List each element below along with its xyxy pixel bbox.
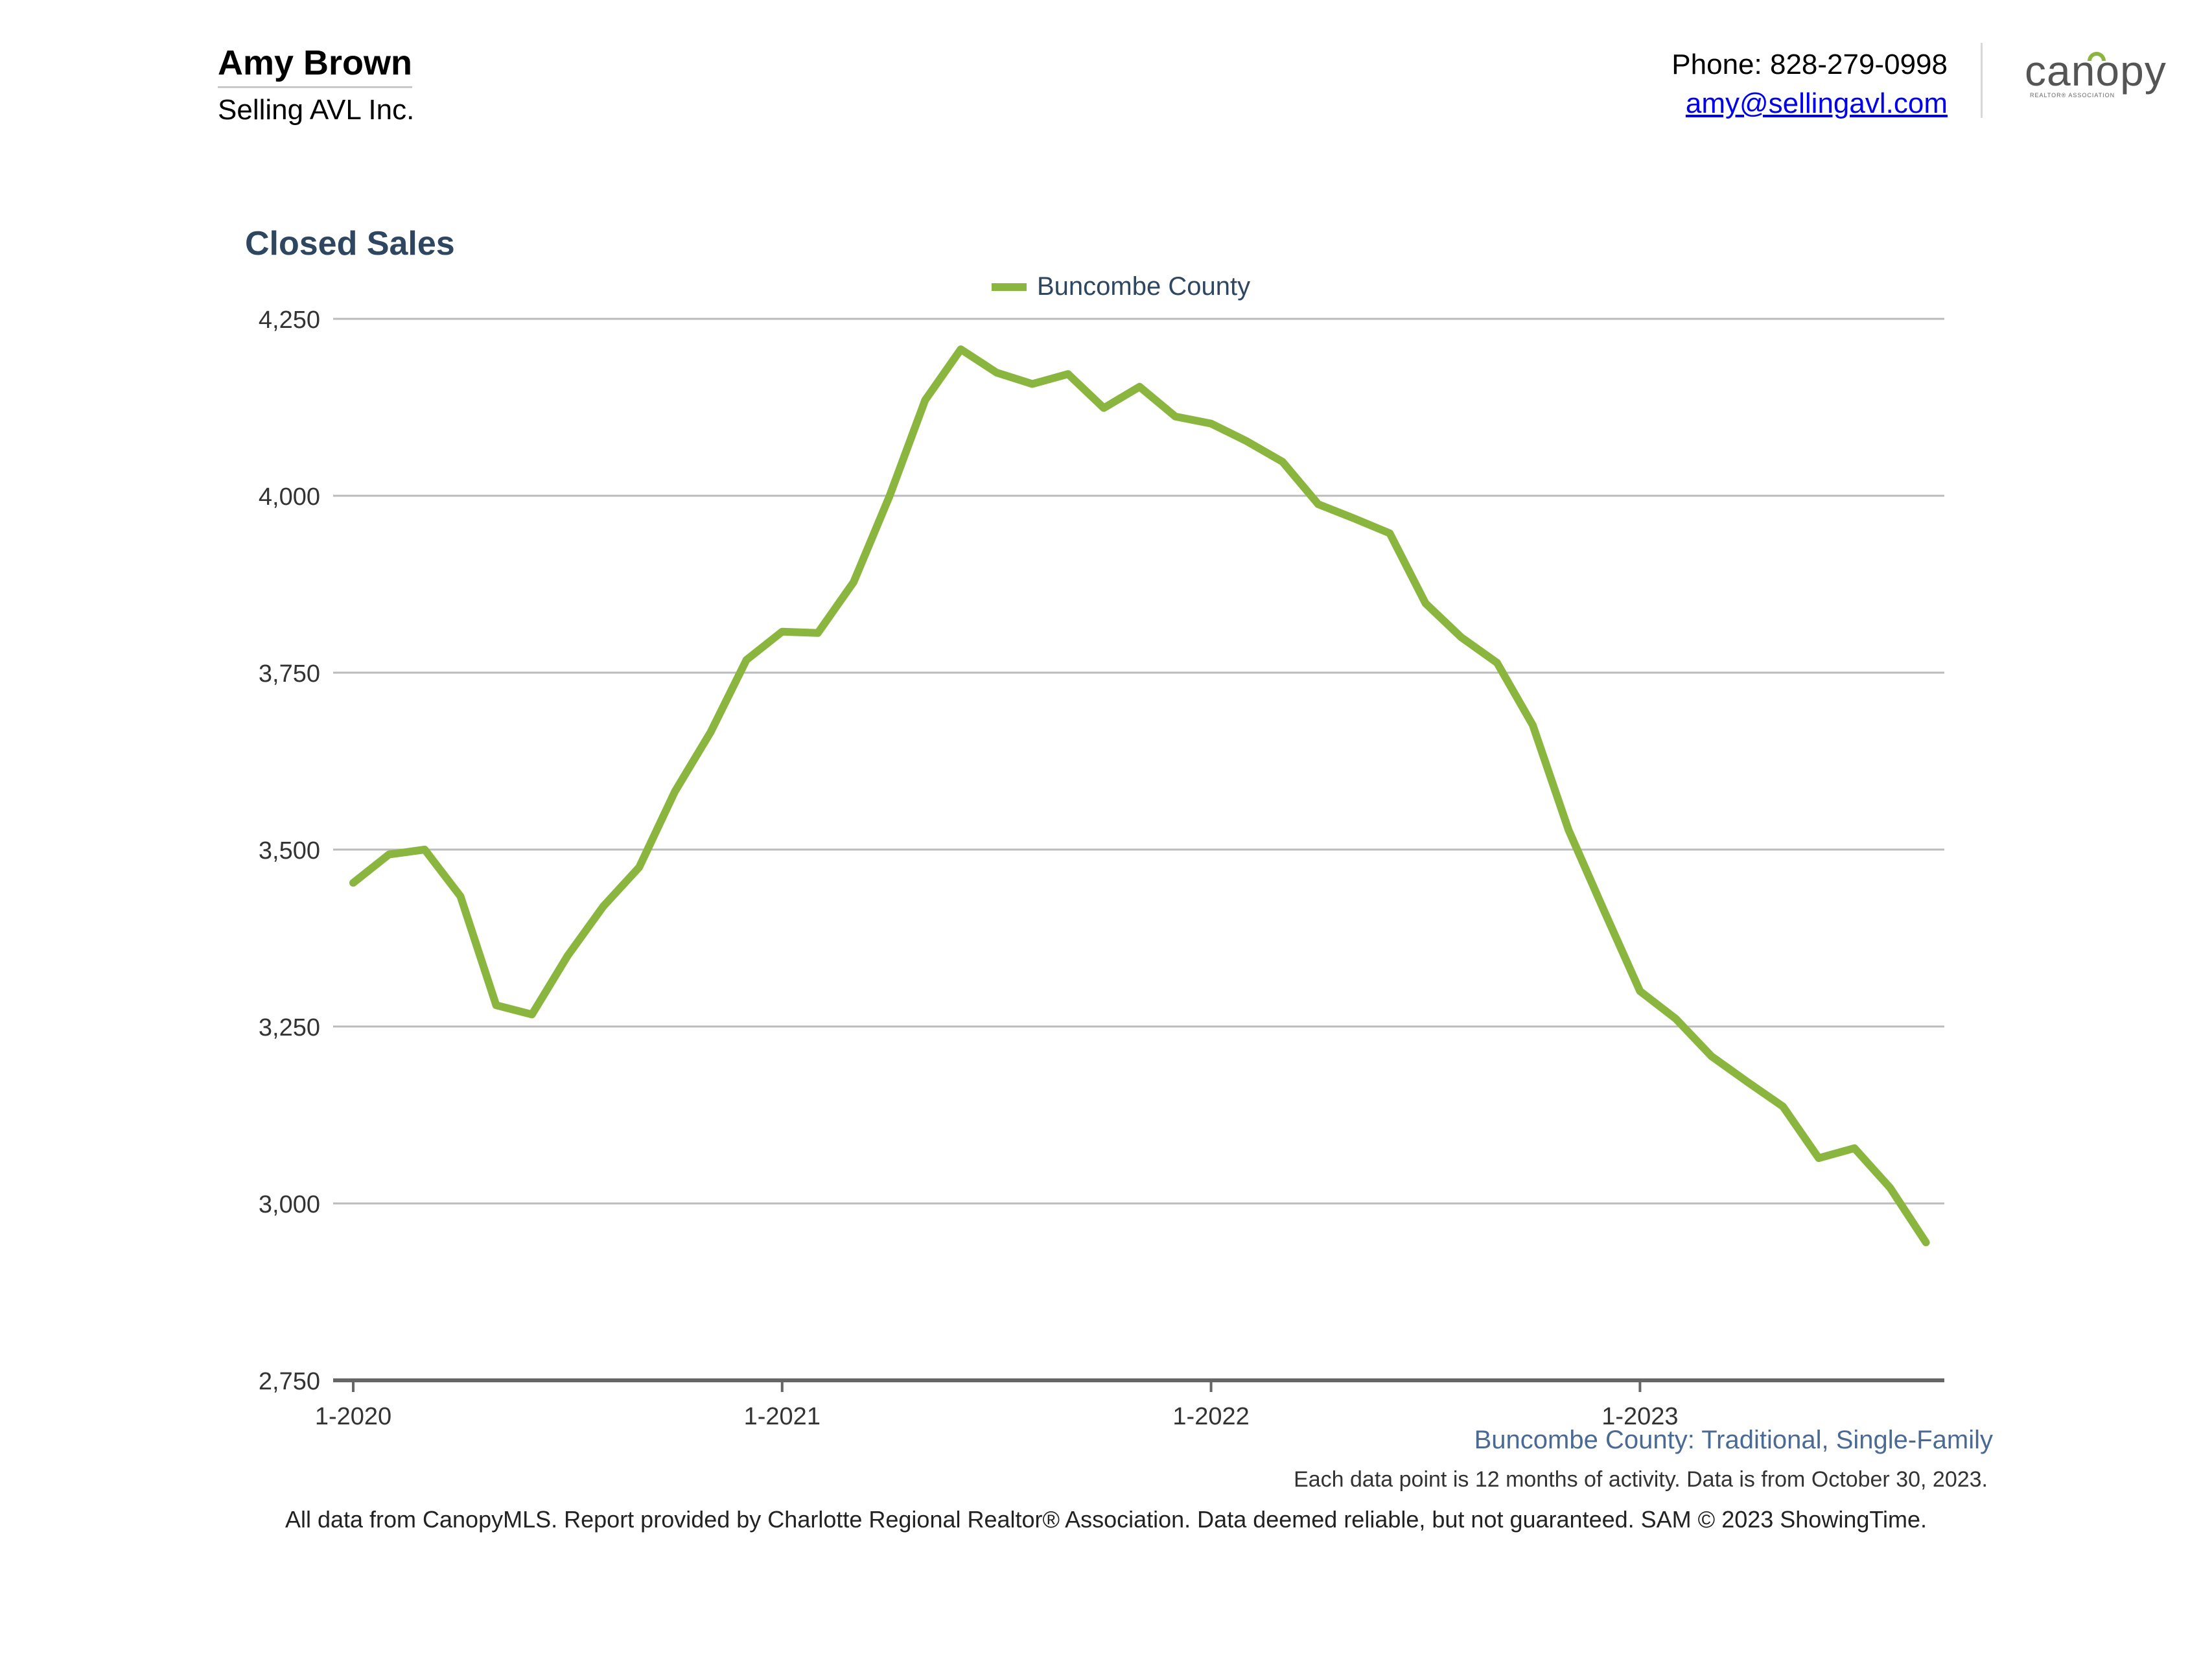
y-tick-label: 4,000 <box>259 483 320 511</box>
contact-block: Phone: 828-279-0998 amy@sellingavl.com <box>1671 49 1948 120</box>
canopy-logo: canopy REALTOR® ASSOCIATION <box>2025 49 2167 108</box>
y-tick-label: 3,500 <box>259 837 320 864</box>
data-note: Each data point is 12 months of activity… <box>1294 1467 1988 1492</box>
logo-subtext: REALTOR® ASSOCIATION <box>2030 92 2115 99</box>
footer-disclaimer: All data from CanopyMLS. Report provided… <box>285 1506 1927 1533</box>
series-line-buncombe-county <box>349 345 1930 1247</box>
x-tick-label: 1-2020 <box>315 1403 391 1430</box>
chart-legend: Buncombe County <box>992 272 1250 301</box>
chart-subtitle: Buncombe County: Traditional, Single-Fam… <box>1474 1426 1993 1454</box>
x-tick-label: 1-2021 <box>744 1403 821 1430</box>
chart-title: Closed Sales <box>245 225 455 262</box>
y-tick-label: 2,750 <box>259 1368 320 1395</box>
y-tick-label: 3,000 <box>259 1191 320 1218</box>
agent-name: Amy Brown <box>218 43 413 89</box>
legend-label: Buncombe County <box>1037 272 1251 301</box>
x-tick-label: 1-2022 <box>1172 1403 1249 1430</box>
legend-swatch <box>992 283 1027 291</box>
header-divider <box>1981 43 1983 118</box>
y-tick-label: 3,250 <box>259 1014 320 1041</box>
agent-company: Selling AVL Inc. <box>218 94 415 126</box>
x-tick-label: 1-2023 <box>1601 1403 1678 1430</box>
y-tick-label: 4,250 <box>259 307 320 334</box>
logo-arc-icon <box>2088 52 2106 61</box>
y-tick-label: 3,750 <box>259 660 320 688</box>
email-link[interactable]: amy@sellingavl.com <box>1685 87 1948 120</box>
phone-number: Phone: 828-279-0998 <box>1671 49 1948 80</box>
